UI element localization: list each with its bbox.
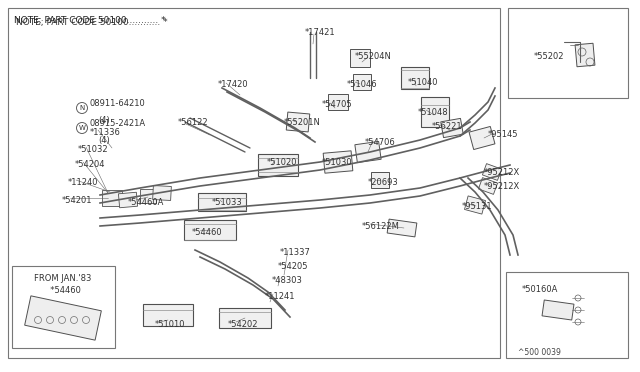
Text: *48303: *48303 [272, 276, 303, 285]
Bar [469, 126, 495, 150]
Text: *55202: *55202 [534, 52, 564, 61]
Bar [421, 97, 449, 127]
Text: *54460: *54460 [45, 286, 81, 295]
Text: FROM JAN.'83: FROM JAN.'83 [35, 274, 92, 283]
Text: *54705: *54705 [322, 100, 353, 109]
Text: *51048: *51048 [418, 108, 449, 117]
Bar [219, 308, 271, 328]
Text: *56221: *56221 [432, 122, 463, 131]
Text: *56122: *56122 [178, 118, 209, 127]
Bar [355, 141, 381, 163]
Text: *20693: *20693 [368, 178, 399, 187]
Bar [401, 67, 429, 89]
Text: *17420: *17420 [218, 80, 248, 89]
Text: *11337: *11337 [280, 248, 311, 257]
Text: 08915-2421A: 08915-2421A [90, 119, 146, 128]
Text: *54460A: *54460A [128, 198, 164, 207]
Bar [8, 8, 500, 358]
Text: *95131: *95131 [462, 202, 493, 211]
Bar [25, 296, 101, 340]
Bar [350, 49, 370, 67]
Text: *17421: *17421 [305, 28, 335, 37]
Text: *50160A: *50160A [522, 285, 558, 294]
Text: *51020: *51020 [267, 158, 298, 167]
Text: *51032: *51032 [78, 145, 109, 154]
Bar [508, 8, 628, 98]
Bar [118, 192, 138, 208]
Text: N: N [79, 105, 84, 111]
Bar [12, 266, 115, 348]
Text: (4): (4) [98, 136, 109, 145]
Text: ^500 0039: ^500 0039 [518, 348, 561, 357]
Bar [479, 177, 497, 195]
Bar [353, 74, 371, 90]
Bar [184, 220, 236, 240]
Bar [286, 112, 310, 132]
Text: *54460: *54460 [192, 228, 223, 237]
Bar [506, 272, 628, 358]
Text: *54204: *54204 [75, 160, 106, 169]
Text: *51030: *51030 [322, 158, 353, 167]
Bar [542, 300, 574, 320]
Bar [387, 219, 417, 237]
Text: *54205: *54205 [278, 262, 308, 271]
Text: *51033: *51033 [212, 198, 243, 207]
Bar [143, 304, 193, 326]
Bar [323, 151, 353, 173]
Text: *54201: *54201 [62, 196, 93, 205]
Bar [328, 94, 348, 110]
Text: *11240: *11240 [68, 178, 99, 187]
Text: *95145: *95145 [488, 130, 518, 139]
Bar [102, 190, 122, 206]
Text: *55201N: *55201N [284, 118, 321, 127]
Text: NOTE; PART CODE 50100........... *: NOTE; PART CODE 50100........... * [16, 18, 168, 27]
Text: *95212X: *95212X [484, 168, 520, 177]
Bar [465, 196, 486, 214]
Text: *51010: *51010 [155, 320, 186, 329]
Text: *54202: *54202 [228, 320, 259, 329]
Text: W: W [79, 125, 85, 131]
Text: *54706: *54706 [365, 138, 396, 147]
Bar [258, 154, 298, 176]
Text: *11241: *11241 [265, 292, 296, 301]
Text: *51046: *51046 [347, 80, 378, 89]
Text: 08911-64210: 08911-64210 [90, 99, 146, 109]
Bar [153, 186, 172, 201]
Bar [371, 172, 389, 188]
Bar [441, 118, 463, 138]
Text: *95212X: *95212X [484, 182, 520, 191]
Bar [198, 193, 246, 211]
Text: *51040: *51040 [408, 78, 438, 87]
Text: (4): (4) [98, 116, 109, 125]
Text: *11336: *11336 [90, 128, 121, 137]
Text: NOTE; PART CODE 50100........... *: NOTE; PART CODE 50100........... * [14, 16, 166, 25]
Text: *56122M: *56122M [362, 222, 400, 231]
Bar [483, 164, 502, 180]
Text: *55204N: *55204N [355, 52, 392, 61]
Bar [140, 189, 156, 203]
Bar [575, 43, 595, 67]
